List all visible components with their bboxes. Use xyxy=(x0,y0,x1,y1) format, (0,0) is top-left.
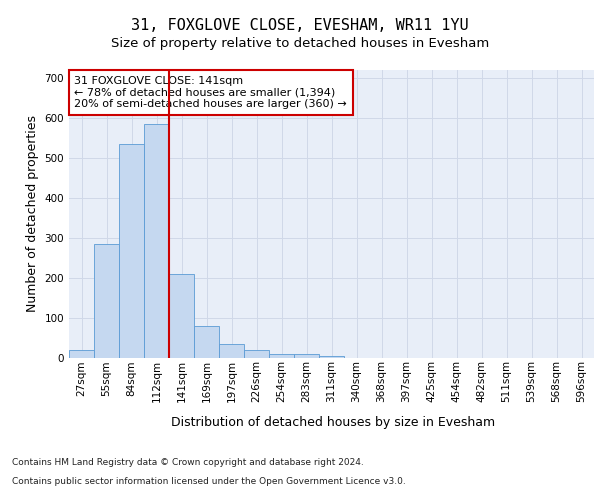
Bar xyxy=(144,124,169,358)
Bar xyxy=(194,326,219,358)
Bar xyxy=(219,344,244,357)
Bar xyxy=(244,350,269,358)
Bar xyxy=(169,274,194,357)
Bar xyxy=(94,244,119,358)
Text: Contains public sector information licensed under the Open Government Licence v3: Contains public sector information licen… xyxy=(12,476,406,486)
Text: 31, FOXGLOVE CLOSE, EVESHAM, WR11 1YU: 31, FOXGLOVE CLOSE, EVESHAM, WR11 1YU xyxy=(131,18,469,32)
Text: Distribution of detached houses by size in Evesham: Distribution of detached houses by size … xyxy=(171,416,495,429)
Bar xyxy=(69,350,94,358)
Bar xyxy=(269,354,294,358)
Bar xyxy=(294,354,319,358)
Text: Size of property relative to detached houses in Evesham: Size of property relative to detached ho… xyxy=(111,38,489,51)
Bar xyxy=(319,356,344,358)
Bar xyxy=(119,144,144,358)
Text: Contains HM Land Registry data © Crown copyright and database right 2024.: Contains HM Land Registry data © Crown c… xyxy=(12,458,364,467)
Text: 31 FOXGLOVE CLOSE: 141sqm
← 78% of detached houses are smaller (1,394)
20% of se: 31 FOXGLOVE CLOSE: 141sqm ← 78% of detac… xyxy=(74,76,347,109)
Y-axis label: Number of detached properties: Number of detached properties xyxy=(26,116,39,312)
